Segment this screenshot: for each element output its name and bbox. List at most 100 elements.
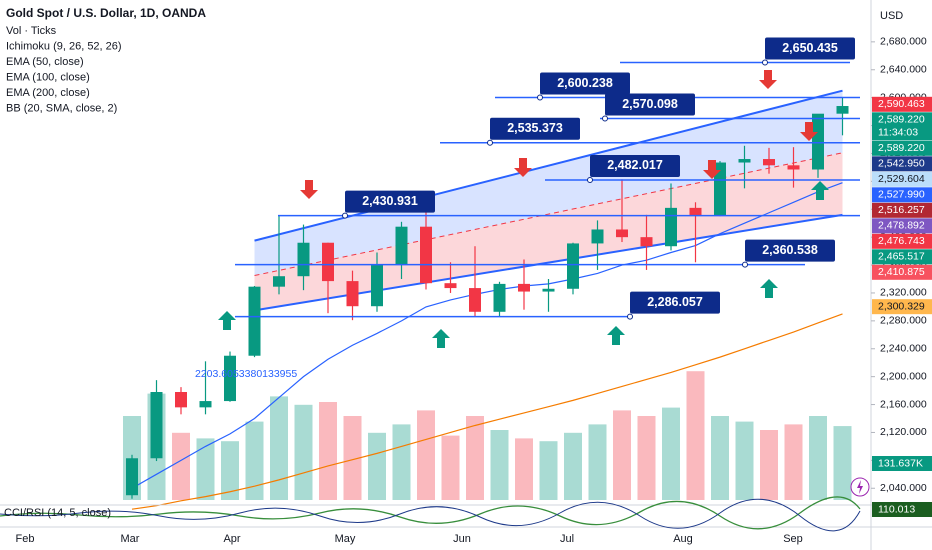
x-tick-label: May [335, 533, 356, 545]
level-anchor [742, 261, 748, 268]
up-arrow [218, 311, 236, 330]
price-tag-label: 2,529.604 [878, 173, 925, 185]
level-anchor [587, 176, 593, 183]
arrows [218, 70, 829, 348]
volume-bar [221, 441, 239, 500]
candle-body [665, 207, 677, 247]
level-label: 2,650.435 [782, 41, 838, 55]
level-label: 2,482.017 [607, 158, 663, 172]
y-tick-label: 2,120.000 [880, 426, 927, 438]
price-tag [872, 140, 932, 156]
y-tick-label: 2,200.000 [880, 370, 927, 382]
price-tag-label: 2,410.875 [878, 266, 925, 278]
price-tag [872, 96, 932, 112]
volume-bar [809, 416, 827, 500]
up-arrow [760, 279, 778, 298]
volume-bar [417, 410, 435, 500]
indicator-label: Ichimoku (9, 26, 52, 26) [6, 40, 122, 52]
candle-body [689, 207, 702, 216]
volume-bar [760, 430, 778, 500]
volume-bar [613, 410, 631, 500]
level-label: 2,360.538 [762, 243, 818, 257]
channel-mid [254, 152, 843, 277]
indicator-label: EMA (100, close) [6, 71, 90, 83]
level-box [345, 190, 435, 213]
down-arrow [300, 180, 318, 199]
price-tag-label: 2,300.329 [878, 300, 925, 312]
x-tick-label: Mar [121, 533, 140, 545]
candle-body [493, 283, 506, 312]
price-tag [872, 187, 932, 203]
level-anchor [602, 115, 608, 122]
y-tick-label: 2,680.000 [880, 36, 927, 48]
candle-body [199, 401, 212, 408]
volume-bar [686, 371, 705, 500]
y-tick-label: 2,240.000 [880, 343, 927, 355]
indicator-label: Vol · Ticks [6, 25, 57, 37]
candle-body [714, 162, 726, 216]
x-tick-label: Feb [16, 533, 35, 545]
volume-bar [784, 424, 803, 500]
volume-bar [441, 435, 460, 500]
x-tick-label: Jul [560, 533, 574, 545]
volume-bar [588, 424, 607, 500]
volume-bar [245, 421, 264, 500]
price-tag-label: 2,589.220 [878, 142, 925, 154]
up-arrow [607, 326, 625, 345]
y-tick-label: 2,320.000 [880, 287, 927, 299]
y-tick-label: 2,640.000 [880, 64, 927, 76]
price-tag-label: 2,476.743 [878, 235, 925, 247]
price-tag [872, 299, 932, 315]
candle-body [297, 242, 310, 277]
rsi-line [0, 498, 861, 532]
price-tag-label: 2,589.220 [878, 114, 925, 126]
price-tag [872, 264, 932, 280]
volume-bar [319, 402, 337, 500]
candle-body [420, 226, 432, 284]
volume-bar [172, 432, 190, 500]
level-box [605, 93, 695, 116]
candle-body [371, 265, 383, 307]
level-box [540, 72, 630, 95]
price-tag [872, 112, 932, 141]
icon-bolt [857, 480, 863, 494]
candle-body [836, 106, 849, 114]
level-label: 2,570.098 [622, 97, 678, 111]
x-tick-label: Aug [673, 533, 693, 545]
candle-body [616, 229, 628, 238]
volume-bar [564, 432, 582, 500]
volume-bar [196, 438, 215, 500]
level-anchor [487, 139, 493, 146]
level-box [490, 117, 580, 140]
candle-body [542, 288, 555, 292]
x-tick-label: Apr [223, 533, 240, 545]
indicator-label: EMA (200, close) [6, 87, 90, 99]
price-tag-label: 2,516.257 [878, 204, 925, 216]
level-label: 2,600.238 [557, 76, 613, 90]
candle-body [248, 286, 261, 356]
volume-bar [833, 426, 852, 500]
volume-bar [392, 424, 411, 500]
chart-title: Gold Spot / U.S. Dollar, 1D, OANDA [6, 6, 206, 20]
volume-bar [368, 432, 386, 500]
price-tag-label: 2,527.990 [878, 189, 925, 201]
price-tag [872, 233, 932, 249]
price-tag [872, 202, 932, 218]
candle-body [787, 165, 800, 170]
price-tag-label: 2,478.892 [878, 220, 925, 232]
x-tick-label: Sep [783, 533, 803, 545]
up-arrow [432, 329, 450, 348]
candle-body [150, 392, 163, 459]
currency: USD [880, 10, 903, 22]
level-anchor [627, 313, 633, 320]
volume-bar [343, 416, 362, 500]
candle-body [444, 283, 457, 289]
volume-bar [711, 416, 729, 500]
indicator-label: BB (20, SMA, close, 2) [6, 102, 117, 114]
volume-bar [637, 416, 656, 500]
level-anchor [537, 94, 543, 101]
candle-body [591, 229, 604, 244]
annotation: 2203.6053380133955 [195, 368, 297, 380]
